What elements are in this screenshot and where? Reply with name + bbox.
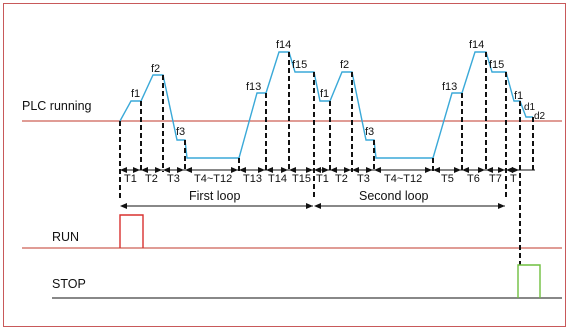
- freq-label-f1-first: f1: [131, 88, 140, 100]
- plc-running-label: PLC running: [22, 99, 92, 113]
- segment-label: T1: [124, 173, 137, 185]
- freq-label-f15-second: f15: [489, 59, 504, 71]
- segment-label: T15: [292, 173, 311, 185]
- time-dividers: [119, 52, 534, 265]
- freq-label-f13-second: f13: [442, 81, 457, 93]
- freq-label-f2-second: f2: [340, 59, 349, 71]
- freq-label-d1: d1: [524, 102, 536, 113]
- stop-pulse: [517, 264, 541, 298]
- segment-label: T6: [467, 173, 480, 185]
- freq-label-f2-first: f2: [151, 63, 160, 75]
- freq-label-f1-second: f1: [320, 88, 329, 100]
- segment-label: T13: [243, 173, 262, 185]
- segment-label: T4~T12: [194, 173, 232, 185]
- freq-label-d2: d2: [534, 111, 546, 122]
- segment-label: T2: [335, 173, 348, 185]
- run-pulse: [119, 214, 144, 248]
- segment-label: T7: [489, 173, 502, 185]
- second-loop-label: Second loop: [359, 189, 429, 203]
- freq-label-f15-first: f15: [292, 59, 307, 71]
- segment-label: T3: [167, 173, 180, 185]
- freq-label-f14-first: f14: [276, 39, 291, 51]
- freq-label-f1-stop: f1: [514, 90, 523, 102]
- segment-label: T1: [316, 173, 329, 185]
- stop-label: STOP: [52, 277, 86, 291]
- segment-label: T5: [441, 173, 454, 185]
- segment-label: T2: [145, 173, 158, 185]
- freq-label-f3-second: f3: [365, 126, 374, 138]
- segment-label: T14: [268, 173, 287, 185]
- segment-label: T: [510, 173, 517, 185]
- segment-label: T4~T12: [384, 173, 422, 185]
- diagram-frame: [3, 3, 566, 327]
- freq-label-f13-first: f13: [246, 81, 261, 93]
- run-label: RUN: [52, 230, 79, 244]
- segment-labels: T1 T2 T3 T4~T12 T13 T14 T15 T1 T2 T3 T4~…: [124, 173, 517, 185]
- segment-label: T3: [357, 173, 370, 185]
- frequency-profile-line: [119, 51, 533, 159]
- freq-label-f3-first: f3: [176, 126, 185, 138]
- first-loop-label: First loop: [189, 189, 240, 203]
- freq-label-f14-second: f14: [469, 39, 484, 51]
